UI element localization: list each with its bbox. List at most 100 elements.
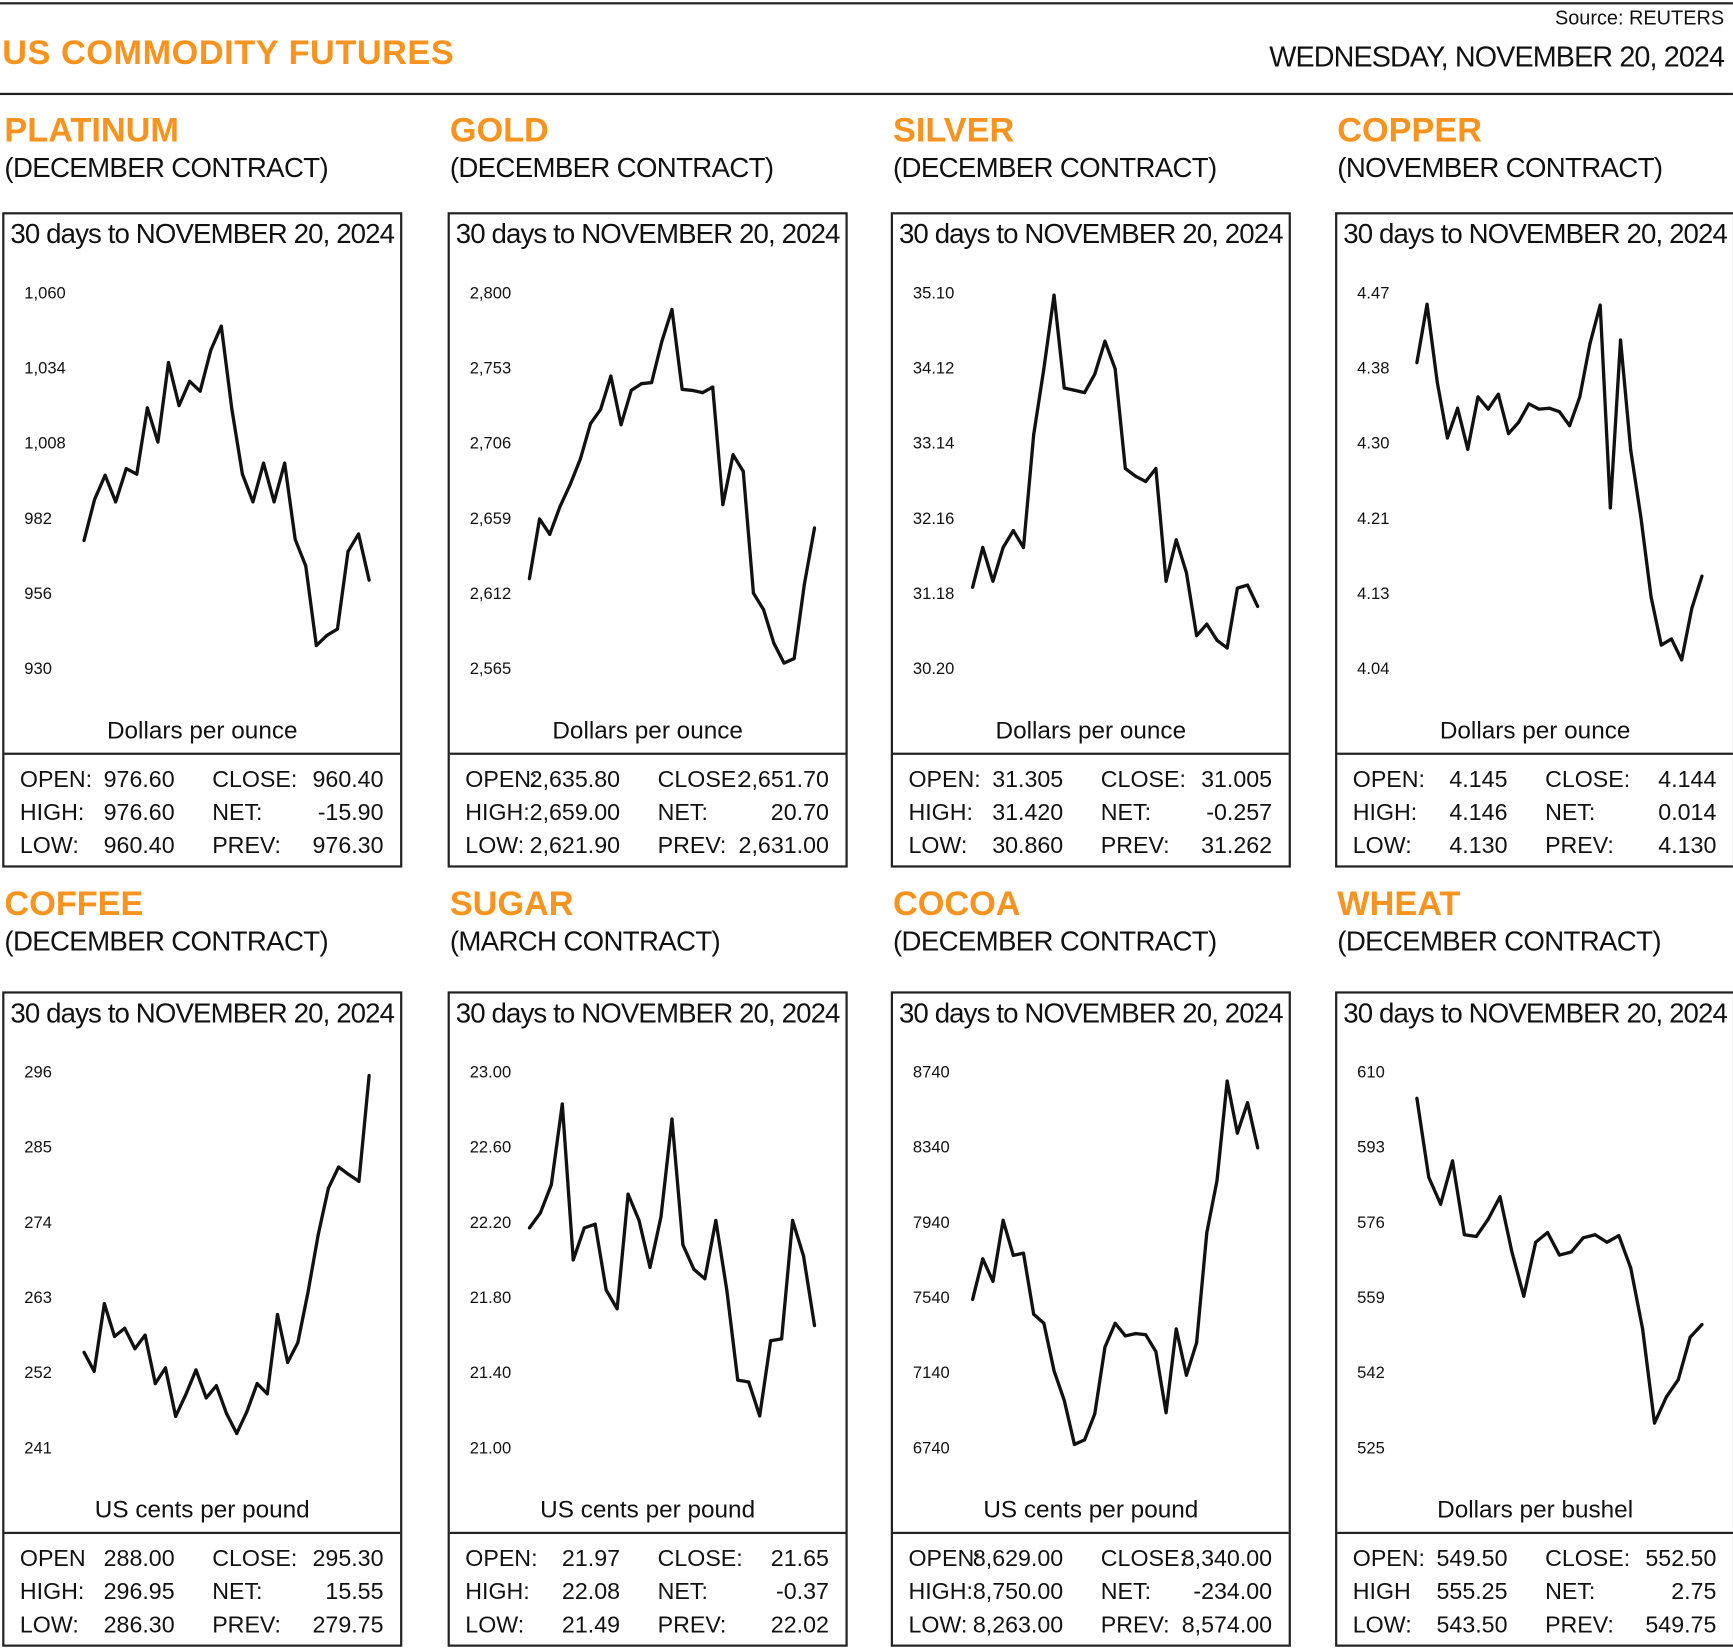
stat-value: 976.60 bbox=[103, 767, 175, 793]
data-point bbox=[114, 500, 118, 504]
data-point bbox=[1598, 303, 1602, 307]
data-point bbox=[1476, 395, 1480, 399]
data-point bbox=[615, 1307, 619, 1311]
stat-value: 555.25 bbox=[1436, 1579, 1508, 1605]
stat-label: PREV: bbox=[1100, 1612, 1170, 1638]
stat-label: OPEN: bbox=[19, 767, 93, 793]
commodity-name: COCOA bbox=[893, 884, 1021, 923]
data-point bbox=[1557, 1253, 1561, 1257]
data-point bbox=[680, 387, 684, 391]
data-point bbox=[1547, 406, 1551, 410]
data-point bbox=[1083, 1438, 1087, 1442]
commodity-name: COFFEE bbox=[4, 884, 144, 923]
data-point bbox=[245, 1410, 249, 1414]
y-tick-label: 4.47 bbox=[1357, 283, 1389, 302]
data-point bbox=[1235, 586, 1239, 590]
stat-value: 8,629.00 bbox=[972, 1546, 1064, 1572]
stats-divider bbox=[449, 752, 846, 755]
y-tick-label: 559 bbox=[1357, 1288, 1385, 1307]
data-point bbox=[648, 1265, 652, 1269]
data-point bbox=[112, 1334, 117, 1338]
data-point bbox=[802, 582, 806, 586]
data-point bbox=[1427, 1175, 1431, 1179]
y-tick-label: 34.12 bbox=[913, 359, 954, 378]
y-tick-label: 2,659 bbox=[470, 509, 511, 528]
stat-value: 279.75 bbox=[312, 1612, 384, 1638]
line-chart: 4.47 4.38 4.30 4.21 4.13 4.04 bbox=[1357, 283, 1704, 678]
data-point bbox=[275, 1313, 280, 1317]
data-point bbox=[758, 1414, 762, 1418]
price-line bbox=[1415, 1097, 1704, 1425]
data-point bbox=[1021, 545, 1026, 550]
chart-subtitle: 30 days to NOVEMBER 20, 2024 bbox=[1343, 997, 1728, 1029]
data-point bbox=[1581, 1236, 1585, 1240]
contract-label: (NOVEMBER CONTRACT) bbox=[1337, 152, 1663, 184]
stat-label: NET: bbox=[212, 1579, 263, 1605]
data-point bbox=[812, 1324, 817, 1328]
data-point bbox=[650, 381, 654, 385]
data-point bbox=[251, 500, 255, 504]
data-point bbox=[230, 407, 234, 411]
data-point bbox=[1144, 1333, 1148, 1337]
y-tick-label: 2,612 bbox=[470, 584, 511, 603]
stats-divider bbox=[893, 1531, 1289, 1535]
data-point bbox=[1510, 1250, 1514, 1254]
data-point bbox=[1062, 386, 1066, 390]
stat-label: OPEN: bbox=[908, 1546, 981, 1572]
data-point bbox=[1011, 1253, 1015, 1257]
data-point bbox=[1669, 637, 1674, 641]
data-point bbox=[304, 564, 308, 568]
y-tick-label: 22.60 bbox=[470, 1138, 511, 1157]
stat-value: 8,750.00 bbox=[972, 1579, 1064, 1605]
contract-label: (DECEMBER CONTRACT) bbox=[893, 926, 1217, 958]
commodity-name: PLATINUM bbox=[4, 110, 179, 150]
data-point bbox=[1629, 448, 1633, 452]
stats-divider bbox=[1337, 1531, 1733, 1535]
stat-label: LOW: bbox=[908, 833, 968, 859]
stat-label: CLOSE: bbox=[1545, 1546, 1631, 1572]
contract-label: (DECEMBER CONTRACT) bbox=[1337, 926, 1661, 958]
data-point bbox=[286, 1360, 290, 1364]
stat-value: -234.00 bbox=[1193, 1579, 1273, 1605]
chart-subtitle: 30 days to NOVEMBER 20, 2024 bbox=[10, 997, 395, 1029]
data-point bbox=[174, 1414, 178, 1418]
stat-value: 4.146 bbox=[1449, 800, 1508, 826]
data-point bbox=[1486, 1217, 1490, 1221]
stat-value: 4.130 bbox=[1449, 833, 1508, 859]
data-point bbox=[1042, 367, 1046, 371]
data-point bbox=[1688, 1335, 1692, 1339]
data-point bbox=[1123, 466, 1127, 471]
data-point bbox=[588, 422, 593, 426]
price-line bbox=[970, 1079, 1260, 1447]
stat-value: 286.30 bbox=[103, 1612, 175, 1638]
contract-label: (DECEMBER CONTRACT) bbox=[4, 926, 328, 958]
data-point bbox=[991, 579, 995, 583]
unit-label: US cents per pound bbox=[540, 1495, 756, 1523]
stat-label: NET: bbox=[1100, 1579, 1152, 1605]
data-point bbox=[1195, 634, 1199, 638]
stat-value: 22.08 bbox=[561, 1579, 621, 1605]
commodity-name: WHEAT bbox=[1337, 884, 1461, 923]
data-point bbox=[102, 1302, 106, 1306]
data-point bbox=[347, 1172, 351, 1177]
data-point bbox=[1466, 447, 1470, 451]
data-point bbox=[1578, 395, 1582, 399]
stat-value: 4.145 bbox=[1449, 767, 1508, 793]
data-point bbox=[1133, 1332, 1138, 1336]
stats-divider bbox=[4, 752, 401, 755]
data-point bbox=[306, 1290, 310, 1294]
stat-value: 2,621.90 bbox=[529, 833, 621, 859]
data-point bbox=[690, 388, 694, 392]
y-tick-label: 2,753 bbox=[470, 359, 511, 378]
data-point bbox=[1001, 1218, 1005, 1222]
y-tick-label: 21.40 bbox=[470, 1363, 511, 1382]
data-point bbox=[538, 517, 542, 521]
y-tick-label: 2,800 bbox=[470, 283, 511, 302]
price-line bbox=[82, 1075, 371, 1436]
data-point bbox=[1154, 1350, 1158, 1354]
data-point bbox=[124, 467, 128, 471]
data-point bbox=[1415, 361, 1419, 365]
stat-label: OPEN bbox=[19, 1546, 86, 1572]
data-point bbox=[1439, 1202, 1443, 1206]
y-tick-label: 6740 bbox=[913, 1438, 950, 1457]
